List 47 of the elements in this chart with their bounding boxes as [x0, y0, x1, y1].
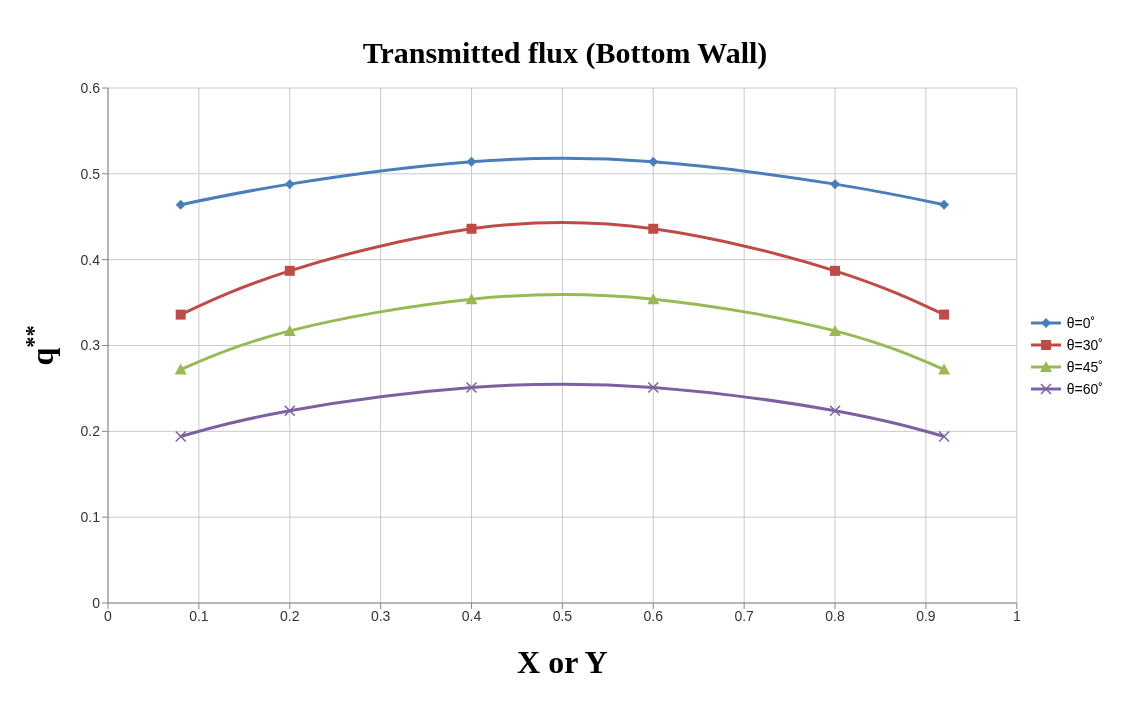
x-tick-label: 0.2 — [280, 607, 300, 624]
point — [174, 430, 187, 443]
point — [938, 363, 951, 375]
point — [647, 293, 660, 305]
legend-label: θ=0˚ — [1066, 314, 1096, 331]
point — [829, 324, 842, 336]
point — [938, 430, 950, 443]
point — [939, 199, 950, 210]
point — [648, 156, 659, 167]
point — [465, 293, 478, 305]
point — [283, 324, 296, 336]
chart-title: Transmitted flux (Bottom Wall) — [362, 36, 768, 70]
x-tick-label: 0.1 — [189, 607, 209, 624]
legend-label: θ=60˚ — [1066, 380, 1103, 397]
point — [465, 381, 478, 394]
x-tick-label: 0.8 — [825, 607, 845, 624]
point — [175, 199, 186, 210]
point — [174, 363, 187, 375]
point — [648, 223, 659, 234]
y-tick-label: 0.3 — [80, 337, 101, 354]
legend-label: θ=30˚ — [1066, 336, 1103, 353]
x-tick-label: 0.5 — [552, 607, 573, 624]
y-tick-label: 0.4 — [80, 251, 101, 268]
x-tick-label: 0.3 — [370, 607, 391, 624]
point — [830, 179, 841, 190]
point — [647, 381, 660, 394]
point — [829, 404, 841, 417]
x-tick-label: 0.6 — [643, 607, 664, 624]
point — [175, 309, 186, 320]
x-tick-label: 0 — [104, 607, 113, 624]
point — [939, 309, 950, 320]
x-tick-label: 0.7 — [734, 607, 755, 624]
x-tick-label: 0.9 — [916, 607, 936, 624]
x-axis-title: X or Y — [517, 644, 608, 680]
y-tick-label: 0.5 — [80, 165, 101, 182]
point — [466, 223, 477, 234]
x-tick-label: 1 — [1012, 607, 1021, 624]
point — [284, 265, 295, 276]
point — [284, 404, 296, 417]
x-tick-label: 0.4 — [461, 607, 482, 624]
legend-label: θ=45˚ — [1066, 358, 1103, 375]
y-tick-label: 0.6 — [80, 79, 101, 96]
y-tick-label: 0.2 — [80, 423, 101, 440]
point — [830, 265, 841, 276]
y-tick-label: 0.1 — [80, 509, 101, 526]
y-tick-label: 0 — [92, 594, 101, 611]
point — [284, 179, 295, 190]
